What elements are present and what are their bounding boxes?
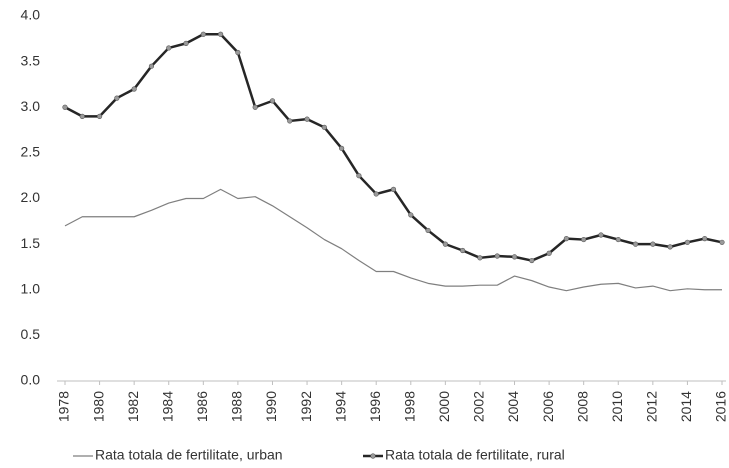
x-tick-label: 1994	[332, 391, 348, 422]
x-tick-label: 2012	[644, 391, 660, 422]
point	[442, 241, 448, 247]
point	[581, 236, 587, 243]
y-tick-label: 2.0	[21, 189, 41, 205]
x-tick-label: 2010	[609, 391, 625, 422]
point	[339, 145, 345, 151]
point	[529, 257, 535, 264]
x-tick-label: 2004	[505, 391, 521, 422]
point	[615, 236, 621, 243]
point	[183, 40, 189, 46]
y-tick-label: 3.0	[21, 98, 41, 114]
x-tick-label: 1996	[367, 391, 383, 422]
x-tick-label: 1980	[90, 391, 106, 422]
point	[563, 236, 569, 242]
point	[511, 254, 518, 260]
point	[79, 113, 85, 119]
point	[373, 191, 379, 197]
point	[287, 118, 293, 124]
point	[131, 86, 137, 92]
x-tick-label: 2002	[471, 391, 487, 422]
point	[546, 250, 552, 256]
point	[632, 241, 639, 247]
point	[269, 98, 276, 104]
legend-marker	[370, 453, 376, 459]
point	[200, 31, 206, 37]
point	[148, 63, 155, 69]
x-tick-label: 1990	[263, 391, 279, 422]
point	[408, 212, 414, 218]
point	[62, 104, 68, 110]
legend-label: Rata totala de fertilitate, rural	[385, 447, 565, 463]
x-tick-label: 2006	[540, 391, 556, 422]
legend-label: Rata totala de fertilitate, urban	[95, 447, 283, 463]
point	[356, 173, 362, 179]
y-tick-label: 1.0	[21, 280, 41, 296]
point	[235, 49, 241, 56]
point	[719, 239, 725, 245]
point	[684, 239, 691, 245]
series-line	[64, 33, 723, 262]
x-tick-label: 2000	[436, 391, 452, 422]
point	[321, 124, 327, 130]
point	[598, 232, 604, 238]
point	[218, 31, 224, 37]
x-tick-label: 1982	[125, 391, 141, 422]
point	[650, 241, 656, 247]
point	[667, 244, 673, 250]
point	[390, 186, 397, 192]
point	[494, 253, 500, 259]
x-tick-label: 2014	[678, 391, 694, 422]
y-tick-label: 0.5	[21, 326, 41, 342]
point	[477, 255, 483, 261]
series-line	[64, 188, 722, 292]
y-tick-label: 0.0	[21, 372, 41, 388]
y-tick-label: 4.0	[21, 7, 41, 23]
point	[460, 247, 466, 254]
y-tick-label: 3.5	[21, 52, 41, 68]
y-tick-label: 1.5	[21, 235, 41, 251]
point	[166, 45, 172, 51]
x-tick-label: 2016	[713, 391, 729, 422]
point	[304, 116, 310, 122]
x-tick-label: 1998	[401, 391, 417, 422]
y-tick-label: 2.5	[21, 144, 41, 160]
x-tick-label: 1992	[298, 391, 314, 422]
x-tick-label: 1988	[229, 391, 245, 422]
x-tick-label: 1984	[159, 391, 175, 422]
point	[114, 95, 120, 101]
x-tick-label: 1978	[56, 391, 72, 422]
point	[252, 104, 258, 110]
point	[702, 236, 708, 242]
point	[96, 113, 103, 119]
point	[425, 227, 431, 234]
x-tick-label: 1986	[194, 391, 210, 422]
x-tick-label: 2008	[574, 391, 590, 422]
